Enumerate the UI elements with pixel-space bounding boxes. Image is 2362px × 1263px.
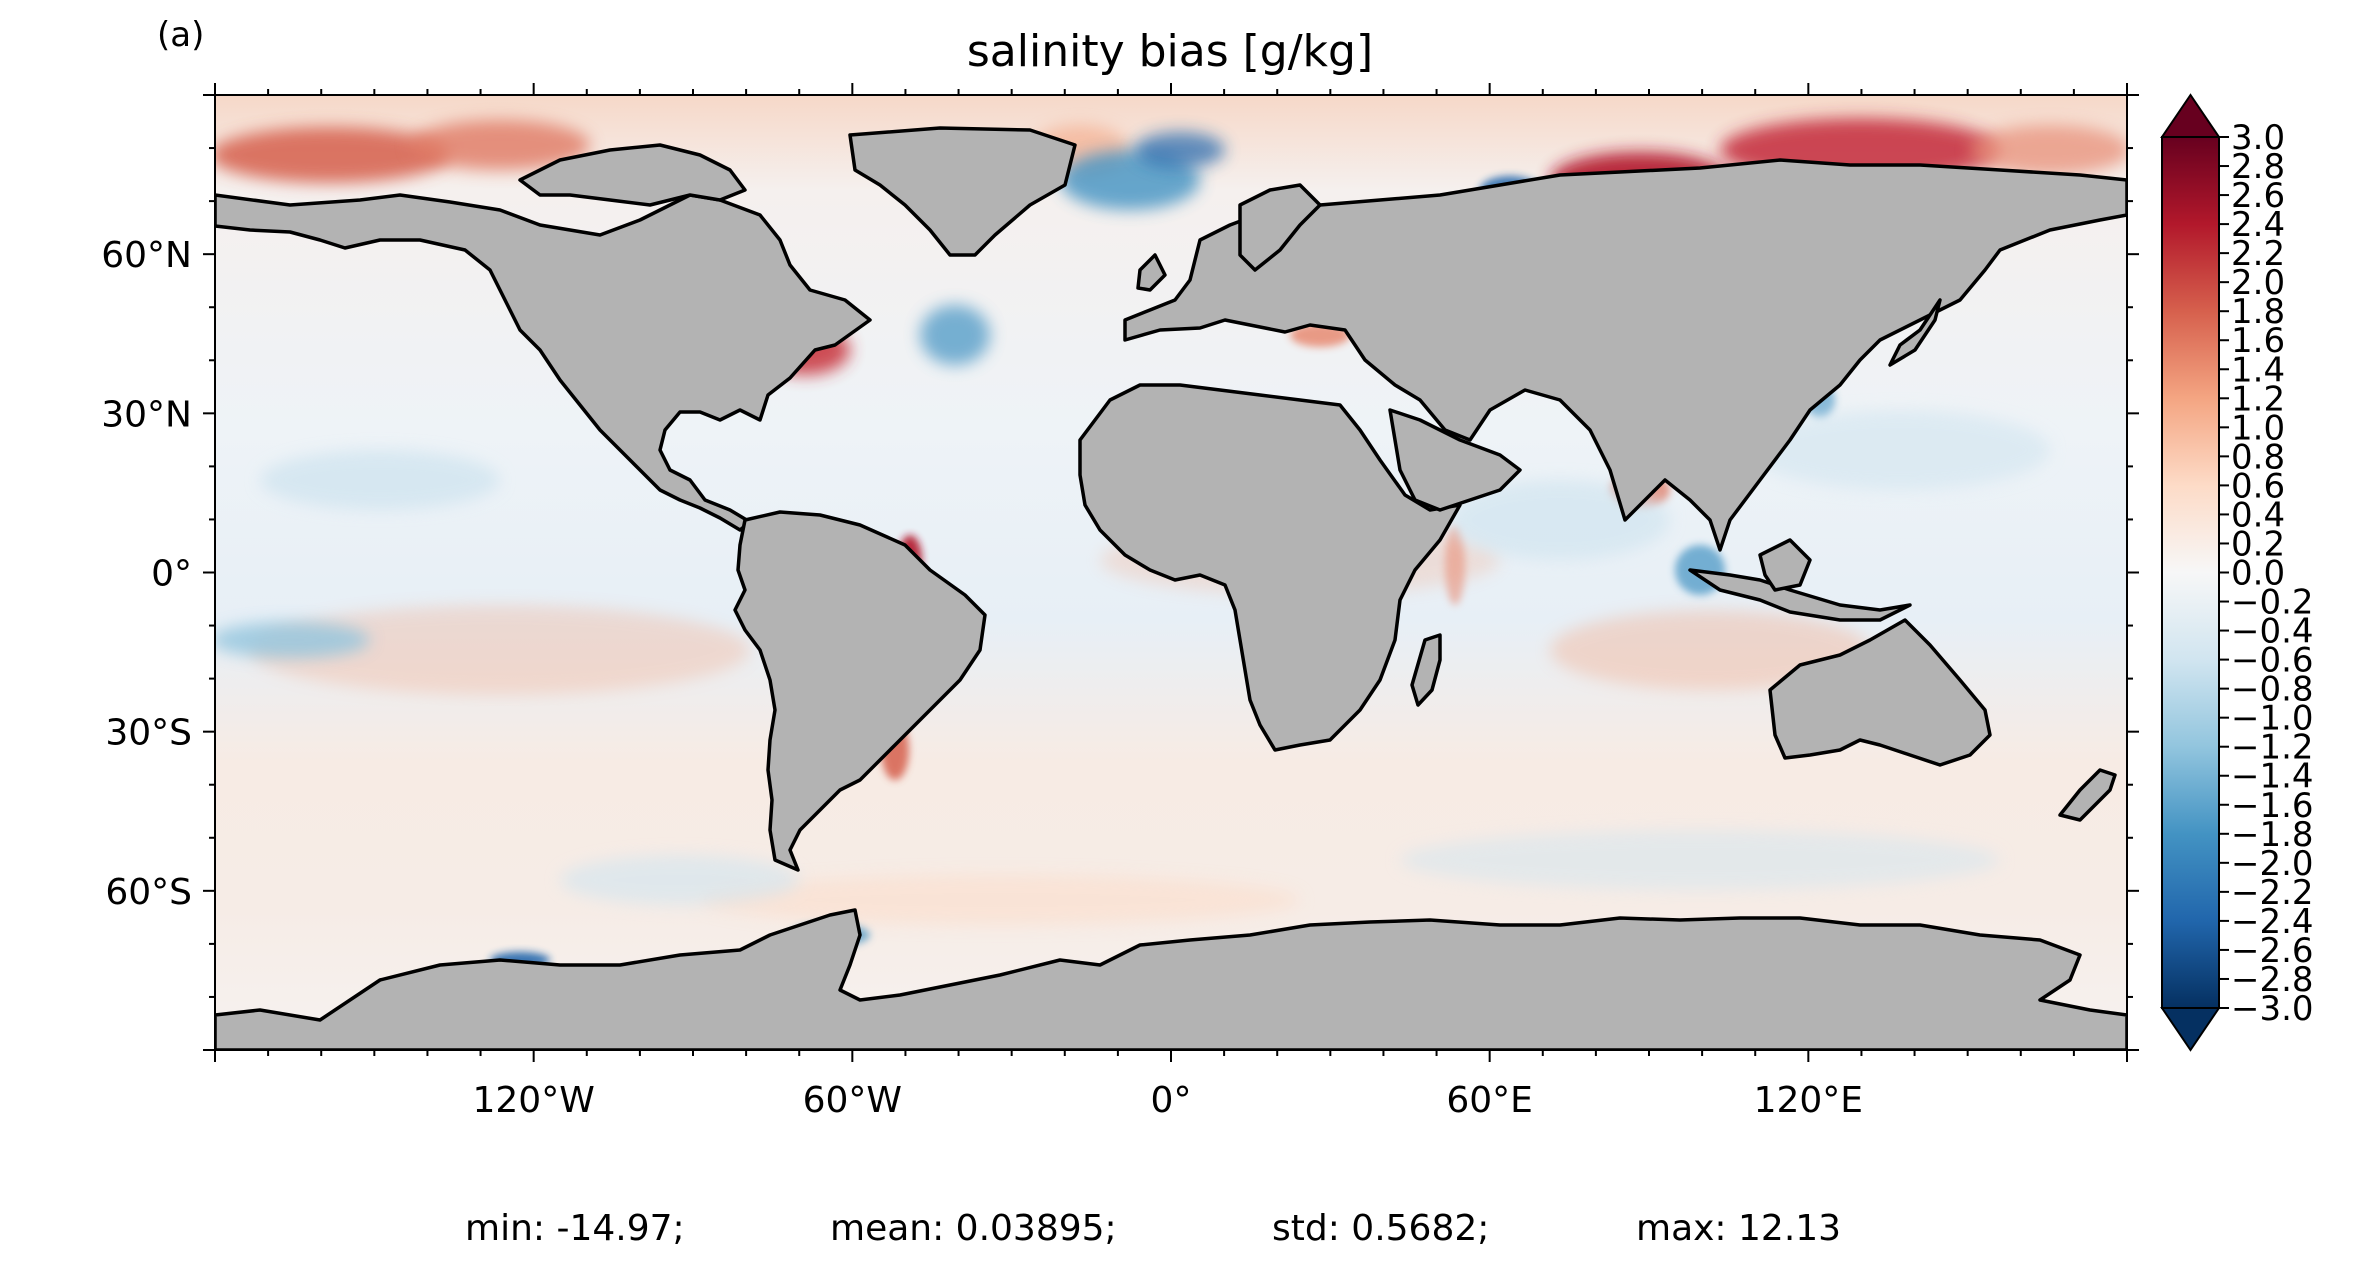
colorbar-tick-label: 2.8 — [2231, 147, 2285, 187]
colorbar-tick-label: 1.6 — [2231, 321, 2285, 361]
colorbar-tick-label: −2.2 — [2231, 873, 2314, 913]
y-tick-label: 30°S — [105, 713, 192, 754]
x-tick-label: 120°E — [1754, 1080, 1863, 1121]
colorbar-tick-label: −3.0 — [2231, 989, 2314, 1029]
colorbar-tick-label: −1.4 — [2231, 757, 2314, 797]
land-masses — [215, 126, 2127, 1050]
stat-mean: mean: 0.03895; — [830, 1208, 1117, 1249]
colorbar-tick-label: −1.2 — [2231, 728, 2314, 768]
colorbar-ticks: −3.0−2.8−2.6−2.4−2.2−2.0−1.8−1.6−1.4−1.2… — [2219, 118, 2314, 1029]
colorbar-tick-label: −1.6 — [2231, 786, 2314, 826]
colorbar-tick-label: 1.0 — [2231, 408, 2285, 448]
australia-landmass — [1768, 618, 1992, 767]
y-tick-label: 60°N — [101, 235, 192, 276]
x-tick-label: 0° — [1151, 1080, 1192, 1121]
colorbar-tick-label: 3.0 — [2231, 118, 2285, 158]
colorbar-extend-max — [2160, 93, 2221, 138]
colorbar-tick-label: 1.2 — [2231, 379, 2285, 419]
colorbar-tick-label: 0.2 — [2231, 524, 2285, 564]
colorbar-tick-label: 0.8 — [2231, 437, 2285, 477]
x-tick-label: 60°W — [803, 1080, 902, 1121]
scandinavia-landmass — [1238, 183, 1322, 272]
colorbar-tick-label: −1.0 — [2231, 699, 2314, 739]
figure-title: salinity bias [g/kg] — [967, 26, 1373, 77]
stat-min: min: -14.97; — [465, 1208, 685, 1249]
y-tick-label: 30°N — [101, 394, 192, 435]
x-tick-label: 120°W — [473, 1080, 595, 1121]
colorbar-gradient — [2162, 137, 2219, 1008]
y-tick-label: 0° — [151, 554, 192, 595]
colorbar-tick-label: 2.6 — [2231, 176, 2285, 216]
stat-std: std: 0.5682; — [1272, 1208, 1489, 1249]
colorbar-tick-label: 1.4 — [2231, 350, 2285, 390]
colorbar: −3.0−2.8−2.6−2.4−2.2−2.0−1.8−1.6−1.4−1.2… — [2160, 93, 2314, 1052]
colorbar-tick-label: 0.0 — [2231, 554, 2285, 594]
stats-line: min: -14.97; mean: 0.03895; std: 0.5682;… — [465, 1208, 1841, 1249]
indonesia-landmass — [1688, 568, 1912, 622]
colorbar-tick-label: −2.6 — [2231, 931, 2314, 971]
colorbar-tick-label: −0.2 — [2231, 583, 2314, 623]
eurasia-landmass — [1123, 158, 2127, 552]
colorbar-tick-label: 2.0 — [2231, 263, 2285, 303]
panel-label: (a) — [157, 15, 204, 55]
stat-max: max: 12.13 — [1636, 1208, 1841, 1249]
colorbar-tick-label: −0.8 — [2231, 670, 2314, 710]
colorbar-tick-label: 1.8 — [2231, 292, 2285, 332]
colorbar-tick-label: 0.6 — [2231, 466, 2285, 506]
world-map — [215, 95, 2127, 1050]
x-tick-label: 60°E — [1446, 1080, 1533, 1121]
latitude-axis: 60°N 30°N 0° 30°S 60°S — [101, 94, 2139, 1051]
colorbar-tick-label: −0.4 — [2231, 612, 2314, 652]
uk-landmass — [1136, 253, 1167, 292]
antarctica-landmass — [215, 908, 2127, 1050]
colorbar-extend-min — [2160, 1007, 2221, 1052]
colorbar-tick-label: −2.0 — [2231, 844, 2314, 884]
colorbar-tick-label: 2.2 — [2231, 234, 2285, 274]
colorbar-tick-label: −1.8 — [2231, 815, 2314, 855]
africa-landmass — [1078, 383, 1462, 752]
colorbar-tick-label: −0.6 — [2231, 641, 2314, 681]
madagascar-landmass — [1410, 633, 1442, 707]
arctic-islands — [518, 143, 747, 207]
greenland-landmass — [848, 126, 1077, 257]
colorbar-tick-label: 0.4 — [2231, 495, 2285, 535]
japan-landmass — [1888, 298, 1942, 367]
borneo-landmass — [1758, 538, 1812, 592]
south-america-landmass — [733, 510, 987, 872]
y-tick-label: 60°S — [105, 872, 192, 913]
colorbar-tick-label: 2.4 — [2231, 205, 2285, 245]
arabia-landmass — [1388, 408, 1522, 512]
colorbar-tick-label: −2.8 — [2231, 960, 2314, 1000]
longitude-axis: 120°W 60°W 0° 60°E 120°E — [214, 83, 2128, 1121]
new-zealand-landmass — [2058, 768, 2117, 822]
colorbar-tick-label: −2.4 — [2231, 902, 2314, 942]
